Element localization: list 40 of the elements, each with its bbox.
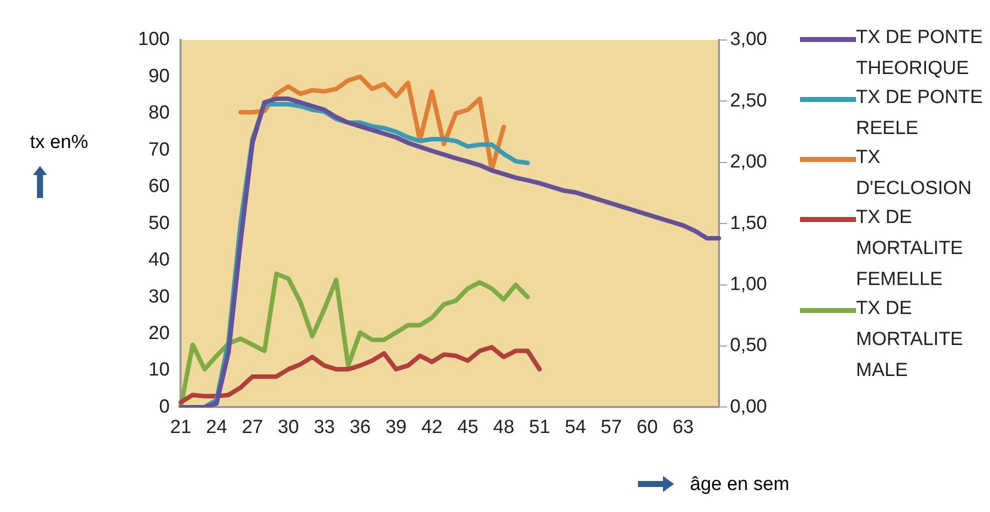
- y-tick-label: 70: [148, 139, 170, 160]
- y-tick-label: 0: [159, 396, 170, 418]
- x-tick-label: 39: [385, 416, 407, 438]
- x-tick-label: 42: [421, 416, 442, 438]
- legend-label: TX DE PONTE REELE: [856, 86, 984, 141]
- y2-tick-label: 2,00: [730, 152, 768, 173]
- y-axis-title: tx en%: [30, 132, 88, 154]
- x-tick-label: 51: [529, 416, 550, 438]
- y-tick-label: 60: [148, 176, 170, 198]
- y2-tick-label: 2,50: [730, 90, 768, 112]
- x-tick-label: 33: [314, 416, 335, 438]
- y-tick-label: 10: [148, 360, 170, 381]
- x-tick-label: 27: [242, 416, 264, 438]
- y2-tick-label: 1,50: [730, 212, 768, 234]
- x-tick-label: 48: [493, 416, 514, 438]
- legend-label: TX DE MORTALITE MALE: [856, 297, 964, 383]
- x-tick-label: 60: [636, 416, 658, 438]
- x-tick-label: 36: [350, 416, 371, 438]
- x-tick-label: 63: [672, 416, 694, 438]
- legend-label: TX D'ECLOSION: [856, 146, 973, 201]
- legend-label: TX DE MORTALITE FEMELLE: [856, 206, 964, 292]
- y-tick-label: 50: [148, 212, 170, 234]
- y2-tick-label: 1,00: [730, 274, 768, 296]
- x-tick-label: 21: [170, 416, 192, 438]
- y2-tick-label: 0,50: [730, 335, 768, 356]
- x-tick-label: 24: [206, 416, 228, 438]
- y-tick-label: 20: [148, 322, 170, 344]
- y2-tick-label: 3,00: [730, 29, 768, 50]
- x-tick-label: 54: [564, 416, 586, 438]
- y-tick-label: 80: [148, 102, 170, 124]
- y-tick-label: 100: [138, 29, 170, 50]
- x-tick-label: 57: [600, 416, 622, 438]
- x-tick-label: 30: [278, 416, 299, 438]
- y-tick-label: 40: [148, 250, 170, 271]
- y2-tick-label: 0,00: [730, 396, 768, 418]
- x-axis-title: âge en sem: [690, 474, 790, 496]
- x-tick-label: 45: [457, 416, 478, 438]
- y-tick-label: 90: [148, 66, 170, 87]
- legend-label: TX DE PONTE THEORIQUE: [856, 26, 984, 81]
- y-tick-label: 30: [148, 286, 170, 308]
